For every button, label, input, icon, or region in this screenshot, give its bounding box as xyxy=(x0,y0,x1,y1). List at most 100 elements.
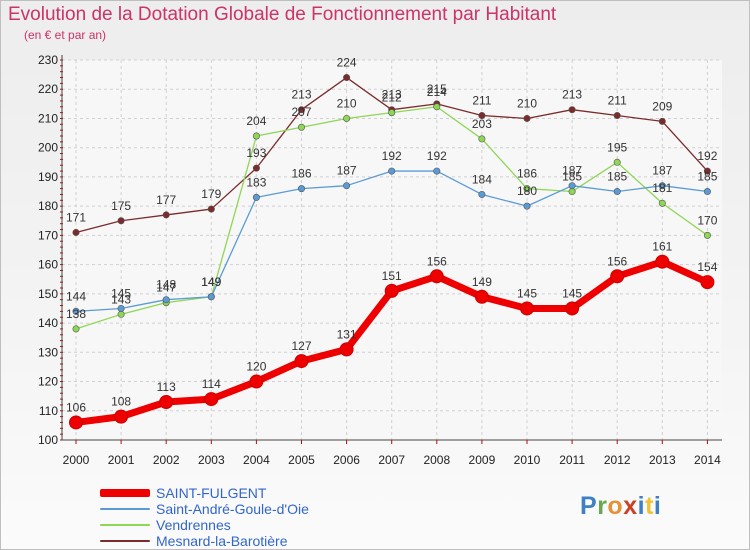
y-tick-label: 220 xyxy=(38,82,58,96)
data-point xyxy=(339,342,354,357)
data-point xyxy=(613,158,621,166)
data-label: 187 xyxy=(652,164,672,178)
data-label: 224 xyxy=(337,56,357,70)
data-point xyxy=(252,164,260,172)
data-point xyxy=(433,103,441,111)
data-point xyxy=(72,307,80,315)
data-point xyxy=(69,415,83,430)
y-tick-label: 100 xyxy=(38,433,58,447)
data-point xyxy=(613,112,621,120)
data-label: 214 xyxy=(427,85,447,99)
data-point xyxy=(159,395,174,409)
chart-title: Evolution de la Dotation Globale de Fonc… xyxy=(8,4,557,25)
data-point xyxy=(429,269,444,284)
x-tick-label: 2003 xyxy=(198,453,225,467)
data-label: 113 xyxy=(157,380,176,394)
x-tick-label: 2013 xyxy=(649,453,676,467)
data-label: 156 xyxy=(427,254,447,268)
legend-label: Mesnard-la-Barotière xyxy=(156,533,288,549)
data-label: 211 xyxy=(608,94,627,108)
data-point xyxy=(568,188,576,196)
chart-subtitle: (en € et par an) xyxy=(24,28,107,42)
y-tick-label: 140 xyxy=(38,316,58,330)
data-point xyxy=(297,123,305,131)
data-label: 213 xyxy=(382,88,402,102)
legend-item: Vendrennes xyxy=(100,517,309,533)
data-label: 179 xyxy=(201,187,221,201)
data-label: 187 xyxy=(337,164,357,178)
data-label: 149 xyxy=(201,275,221,289)
legend-item: Saint-André-Goule-d'Oie xyxy=(100,501,309,517)
y-tick-label: 210 xyxy=(38,111,58,125)
y-tick-label: 110 xyxy=(39,404,58,418)
data-label: 114 xyxy=(202,377,221,391)
x-tick-label: 2004 xyxy=(243,453,270,467)
data-point xyxy=(478,190,486,198)
y-tick-label: 190 xyxy=(38,170,58,184)
data-point xyxy=(478,135,486,143)
logo-letter: o xyxy=(607,492,624,520)
data-point xyxy=(72,228,80,236)
data-label: 106 xyxy=(66,400,86,414)
x-tick-label: 2005 xyxy=(288,453,315,467)
data-label: 185 xyxy=(562,170,582,184)
data-point xyxy=(523,114,531,122)
data-label: 183 xyxy=(246,175,266,189)
data-point xyxy=(117,304,125,312)
logo-letter: i xyxy=(653,492,662,520)
data-point xyxy=(703,231,711,239)
x-tick-label: 2009 xyxy=(469,453,496,467)
data-point xyxy=(294,354,309,369)
x-tick-label: 2008 xyxy=(423,453,450,467)
data-point xyxy=(249,374,264,389)
data-point xyxy=(658,182,666,190)
data-label: 145 xyxy=(562,286,582,300)
data-point xyxy=(207,205,215,213)
data-point xyxy=(474,289,489,304)
x-tick-label: 2000 xyxy=(63,453,90,467)
data-label: 180 xyxy=(517,184,537,198)
x-tick-label: 2012 xyxy=(604,453,631,467)
data-point xyxy=(72,325,80,333)
data-point xyxy=(523,185,531,193)
x-tick-label: 2010 xyxy=(514,453,541,467)
data-label: 131 xyxy=(337,327,357,341)
data-label: 195 xyxy=(607,140,627,154)
data-point xyxy=(297,106,305,114)
data-label: 192 xyxy=(382,149,402,163)
data-label: 203 xyxy=(472,117,492,131)
data-label: 192 xyxy=(697,149,717,163)
data-label: 143 xyxy=(111,292,131,306)
logo-letter: P xyxy=(580,492,598,520)
data-point xyxy=(388,167,396,175)
data-label: 185 xyxy=(697,170,717,184)
legend-item: Mesnard-la-Barotière xyxy=(100,533,309,549)
x-tick-label: 2014 xyxy=(694,453,721,467)
legend: SAINT-FULGENT Saint-André-Goule-d'Oie Vend… xyxy=(100,485,309,549)
data-label: 149 xyxy=(201,275,221,289)
data-label: 209 xyxy=(652,99,672,113)
data-label: 193 xyxy=(246,146,266,160)
data-label: 161 xyxy=(652,240,672,254)
data-point xyxy=(478,112,486,120)
logo-letter: t xyxy=(645,492,654,520)
data-point xyxy=(700,275,715,290)
data-point xyxy=(162,296,170,304)
series-layer xyxy=(69,74,715,430)
data-point xyxy=(204,392,219,407)
data-label: 145 xyxy=(517,286,537,300)
data-label: 175 xyxy=(111,199,131,213)
data-label: 185 xyxy=(607,170,627,184)
legend-label: Vendrennes xyxy=(156,517,231,533)
data-point xyxy=(384,283,399,298)
data-point xyxy=(117,310,125,318)
data-label: 215 xyxy=(427,82,447,96)
data-point xyxy=(433,167,441,175)
data-label: 154 xyxy=(697,260,717,274)
data-label: 192 xyxy=(427,149,447,163)
data-point xyxy=(252,193,260,201)
data-label: 204 xyxy=(246,114,266,128)
data-label: 145 xyxy=(111,286,131,300)
y-tick-label: 160 xyxy=(38,258,58,272)
data-label: 213 xyxy=(562,88,582,102)
